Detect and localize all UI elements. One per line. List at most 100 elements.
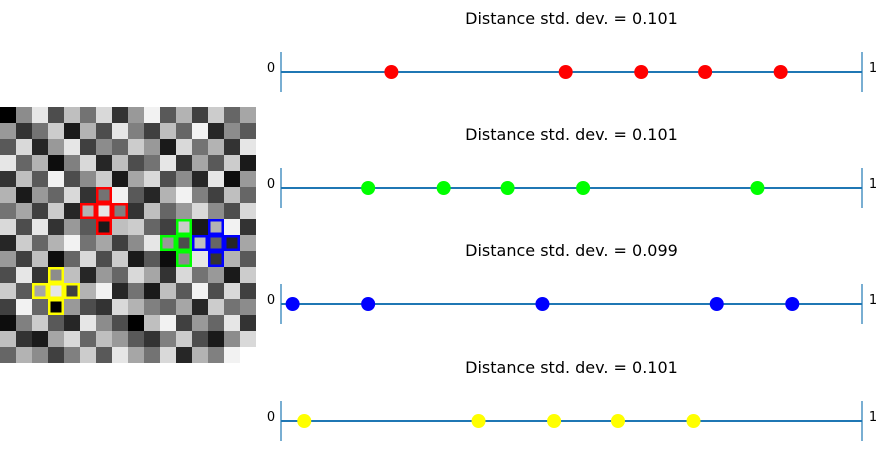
grid-cell — [32, 219, 48, 235]
grid-cell — [80, 347, 96, 363]
cross-cell-outline — [208, 235, 224, 251]
grid-cell — [240, 235, 256, 251]
grid-cell — [128, 203, 144, 219]
grid-cell — [160, 123, 176, 139]
grid-cell — [240, 187, 256, 203]
grid-cell — [16, 155, 32, 171]
grid-cell — [128, 139, 144, 155]
grid-cell — [224, 123, 240, 139]
grid-cell — [64, 299, 80, 315]
grid-cell — [80, 331, 96, 347]
grid-cell — [224, 139, 240, 155]
cross-cell-outline — [192, 235, 208, 251]
grid-cell — [160, 251, 176, 267]
grid-cell — [64, 267, 80, 283]
grid-cell — [240, 203, 256, 219]
cross-cell-outline — [176, 219, 192, 235]
grid-cell — [0, 171, 16, 187]
grid-cell — [160, 315, 176, 331]
grid-cell — [80, 219, 96, 235]
grid-cell — [96, 123, 112, 139]
grid-cell — [192, 155, 208, 171]
grid-cell — [240, 299, 256, 315]
grid-cell — [32, 347, 48, 363]
left-tick-label: 0 — [267, 293, 275, 308]
distance-panel: Distance std. dev. = 0.101 0 1 — [267, 125, 877, 208]
grid-cell — [16, 299, 32, 315]
grid-cell — [96, 299, 112, 315]
grid-cell — [240, 267, 256, 283]
grid-cell — [32, 251, 48, 267]
cross-cell-outline — [96, 219, 112, 235]
grid-cell — [192, 315, 208, 331]
grid-cell — [32, 171, 48, 187]
grid-cell — [240, 347, 256, 363]
grid-cell — [208, 123, 224, 139]
grid-cell — [80, 235, 96, 251]
grid-cell — [176, 299, 192, 315]
grid-cell — [64, 315, 80, 331]
grid-cell — [176, 267, 192, 283]
grid-cell — [48, 347, 64, 363]
grid-cell — [128, 299, 144, 315]
right-tick-label: 1 — [869, 293, 877, 308]
grid-cell — [48, 171, 64, 187]
grid-cell — [224, 347, 240, 363]
grid-cell — [64, 219, 80, 235]
grid-cell — [160, 283, 176, 299]
grid-cell — [128, 235, 144, 251]
grid-cell — [48, 155, 64, 171]
grid-cell — [208, 203, 224, 219]
grid-cell — [224, 203, 240, 219]
grid-cell — [176, 203, 192, 219]
grid-cell — [112, 235, 128, 251]
grid-cell — [240, 315, 256, 331]
data-point — [686, 414, 701, 428]
grid-cell — [16, 251, 32, 267]
data-point — [535, 297, 550, 311]
grid-cell — [16, 315, 32, 331]
grid-cell — [224, 155, 240, 171]
grid-cell — [64, 235, 80, 251]
left-tick-label: 0 — [267, 177, 275, 192]
grid-cell — [224, 107, 240, 123]
grid-cell — [80, 315, 96, 331]
data-point — [361, 297, 376, 311]
grid-cell — [16, 171, 32, 187]
grid-cell — [160, 235, 176, 251]
panel-title: Distance std. dev. = 0.101 — [465, 358, 678, 377]
data-point — [610, 414, 625, 428]
grid-cell — [176, 331, 192, 347]
grid-cell — [96, 107, 112, 123]
grid-cell — [96, 203, 112, 219]
grid-cell — [240, 123, 256, 139]
grid-cell — [208, 171, 224, 187]
grid-cell — [96, 187, 112, 203]
cross-cell-outline — [80, 203, 96, 219]
grid-cell — [16, 219, 32, 235]
grid-cell — [0, 123, 16, 139]
grid-cell — [176, 347, 192, 363]
grid-cell — [112, 203, 128, 219]
cross-cell-outline — [176, 235, 192, 251]
grid-cell — [176, 107, 192, 123]
grid-cell — [16, 107, 32, 123]
data-point — [547, 414, 562, 428]
grid-cell — [224, 187, 240, 203]
right-tick-label: 1 — [869, 61, 877, 76]
grid-cell — [112, 251, 128, 267]
grid-cell — [128, 347, 144, 363]
grid-cell — [32, 155, 48, 171]
grid-cell — [48, 331, 64, 347]
grid-cell — [112, 219, 128, 235]
grid-cell — [176, 155, 192, 171]
grid-cell — [192, 299, 208, 315]
grid-cell — [96, 139, 112, 155]
data-point — [285, 297, 300, 311]
grid-cell — [240, 251, 256, 267]
grid-cell — [112, 283, 128, 299]
grid-cell — [32, 267, 48, 283]
grid-cell — [240, 283, 256, 299]
grid-cell — [112, 299, 128, 315]
grid-cell — [0, 283, 16, 299]
